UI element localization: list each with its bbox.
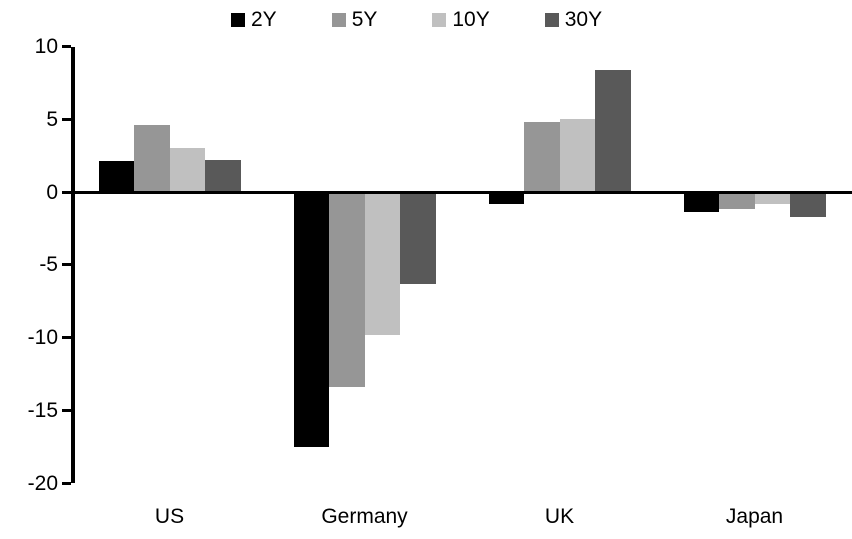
y-tick-label: -20 — [27, 471, 58, 495]
legend-swatch-5y — [331, 13, 346, 27]
y-tick-label: 5 — [46, 107, 58, 131]
legend-label-30y: 30Y — [564, 8, 603, 31]
x-axis-label-japan: Japan — [725, 505, 784, 528]
bar-10y-japan — [754, 192, 790, 204]
legend-swatch-10y — [432, 13, 447, 27]
bar-5y-uk — [524, 122, 560, 192]
y-axis-tick — [62, 263, 71, 267]
y-axis-tick — [62, 117, 71, 121]
bar-5y-germany — [329, 192, 365, 387]
bar-5y-japan — [719, 192, 755, 210]
bar-30y-us — [205, 159, 241, 192]
y-axis-tick — [62, 408, 71, 412]
legend-label-5y: 5Y — [351, 8, 378, 31]
bar-30y-germany — [400, 192, 436, 284]
bar-30y-japan — [790, 192, 826, 217]
legend-swatch-30y — [544, 13, 559, 27]
y-tick-label: 0 — [46, 180, 58, 204]
y-axis-line — [71, 46, 75, 483]
y-axis-tick — [62, 336, 71, 339]
y-axis-tick — [62, 45, 71, 48]
x-axis-label-us: US — [154, 505, 185, 528]
y-axis-tick — [62, 481, 71, 485]
bar-2y-us — [98, 161, 134, 192]
y-tick-label: -5 — [39, 253, 58, 277]
legend-item-2y: 2Y — [231, 8, 277, 32]
legend-item-5y: 5Y — [331, 8, 378, 32]
bar-2y-japan — [683, 192, 719, 213]
bar-30y-uk — [595, 69, 631, 192]
y-tick-label: 10 — [34, 35, 58, 58]
zero-baseline — [71, 190, 852, 194]
legend-item-30y: 30Y — [544, 8, 603, 32]
legend-swatch-2y — [231, 13, 245, 27]
x-axis-label-uk: UK — [544, 505, 575, 528]
x-axis-label-germany: Germany — [321, 505, 408, 528]
legend-label-10y: 10Y — [452, 8, 490, 31]
chart-legend: 2Y 5Y 10Y 30Y — [231, 8, 602, 32]
legend-item-10y: 10Y — [432, 8, 490, 32]
y-tick-label: -10 — [27, 326, 58, 349]
bar-5y-us — [134, 125, 170, 192]
bar-10y-us — [169, 148, 205, 192]
y-axis-tick — [62, 190, 71, 194]
bar-10y-germany — [364, 192, 400, 335]
bar-2y-uk — [488, 192, 524, 204]
legend-label-2y: 2Y — [251, 8, 277, 31]
y-tick-label: -15 — [27, 398, 58, 422]
bar-10y-uk — [559, 119, 595, 192]
bar-2y-germany — [293, 192, 329, 447]
